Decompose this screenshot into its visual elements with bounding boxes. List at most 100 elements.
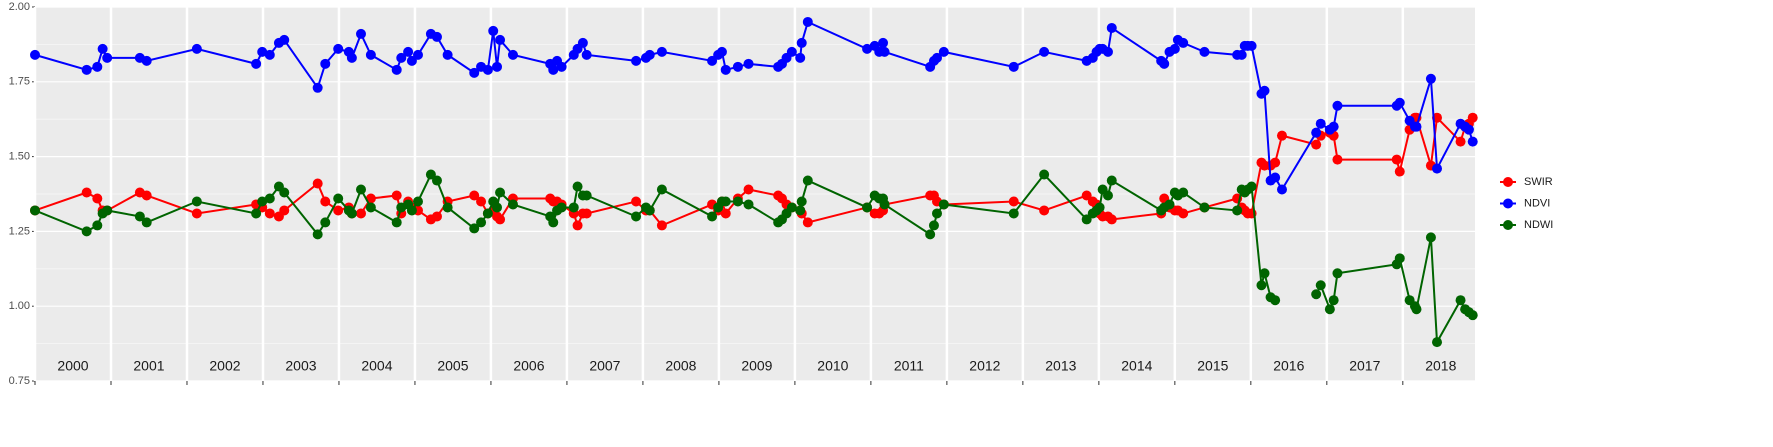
data-point — [279, 187, 290, 198]
data-point — [1391, 154, 1402, 165]
data-point — [495, 187, 506, 198]
year-label: 2016 — [1273, 358, 1304, 374]
data-point — [355, 208, 366, 219]
data-point — [1328, 295, 1339, 306]
legend-label: NDVI — [1524, 197, 1550, 209]
year-label: 2018 — [1425, 358, 1456, 374]
year-label: 2015 — [1197, 358, 1228, 374]
data-point — [264, 49, 275, 60]
data-point — [1425, 232, 1436, 243]
legend-marker — [1503, 198, 1513, 209]
data-point — [469, 67, 480, 78]
data-point — [548, 217, 559, 228]
data-point — [102, 52, 113, 63]
data-point — [862, 202, 873, 213]
data-point — [656, 46, 667, 57]
data-point — [1246, 40, 1257, 51]
data-point — [1106, 22, 1117, 33]
data-point — [365, 202, 376, 213]
data-point — [732, 61, 743, 72]
data-point — [1311, 289, 1322, 300]
data-point — [97, 43, 108, 54]
data-point — [257, 196, 268, 207]
data-point — [412, 49, 423, 60]
data-point — [1106, 214, 1117, 225]
data-point — [743, 58, 754, 69]
data-point — [333, 43, 344, 54]
data-point — [1039, 205, 1050, 216]
data-point — [251, 208, 262, 219]
data-point — [556, 61, 567, 72]
data-point — [141, 190, 152, 201]
data-point — [1332, 100, 1343, 111]
data-point — [1199, 46, 1210, 57]
data-point — [391, 190, 402, 201]
data-point — [1425, 73, 1436, 84]
data-point — [92, 61, 103, 72]
data-point — [656, 184, 667, 195]
data-point — [925, 229, 936, 240]
data-point — [355, 184, 366, 195]
data-point — [1270, 295, 1281, 306]
data-point — [312, 229, 323, 240]
data-point — [743, 199, 754, 210]
data-point — [264, 208, 275, 219]
data-point — [30, 205, 40, 216]
data-point — [365, 49, 376, 60]
data-point — [1463, 124, 1474, 135]
data-point — [92, 193, 103, 204]
data-point — [931, 208, 942, 219]
data-point — [1328, 121, 1339, 132]
data-point — [1332, 268, 1343, 279]
data-point — [720, 208, 731, 219]
year-label: 2002 — [209, 358, 240, 374]
data-point — [581, 208, 592, 219]
data-point — [1008, 208, 1019, 219]
data-point — [1324, 304, 1335, 315]
data-point — [1259, 268, 1270, 279]
data-point — [631, 211, 642, 222]
data-point — [495, 214, 506, 225]
data-point — [391, 217, 402, 228]
data-point — [720, 64, 731, 75]
data-point — [431, 211, 442, 222]
data-point — [320, 196, 331, 207]
data-point — [1270, 172, 1281, 183]
data-point — [279, 34, 290, 45]
data-point — [878, 37, 889, 48]
data-point — [346, 52, 357, 63]
data-point — [1106, 175, 1117, 186]
data-point — [1315, 118, 1326, 129]
data-point — [1311, 127, 1322, 138]
data-point — [1232, 205, 1243, 216]
data-point — [312, 82, 323, 93]
data-point — [191, 43, 202, 54]
data-point — [931, 52, 942, 63]
data-point — [406, 205, 417, 216]
data-point — [732, 196, 743, 207]
data-point — [581, 190, 592, 201]
data-point — [938, 46, 949, 57]
data-point — [191, 196, 202, 207]
data-point — [1467, 136, 1478, 147]
data-point — [102, 205, 113, 216]
y-tick-label: 1.25 — [9, 225, 30, 237]
data-point — [30, 49, 40, 60]
data-point — [1315, 280, 1326, 291]
data-point — [707, 211, 718, 222]
data-point — [1039, 169, 1050, 180]
data-point — [488, 25, 499, 36]
data-point — [81, 64, 92, 75]
data-point — [396, 52, 407, 63]
data-point — [495, 34, 506, 45]
year-label: 2010 — [817, 358, 848, 374]
data-point — [469, 223, 480, 234]
data-point — [802, 217, 813, 228]
data-point — [391, 64, 402, 75]
data-point — [81, 187, 92, 198]
data-point — [492, 202, 503, 213]
data-point — [796, 196, 807, 207]
data-point — [355, 28, 366, 39]
data-point — [1164, 199, 1175, 210]
data-point — [1270, 157, 1281, 168]
